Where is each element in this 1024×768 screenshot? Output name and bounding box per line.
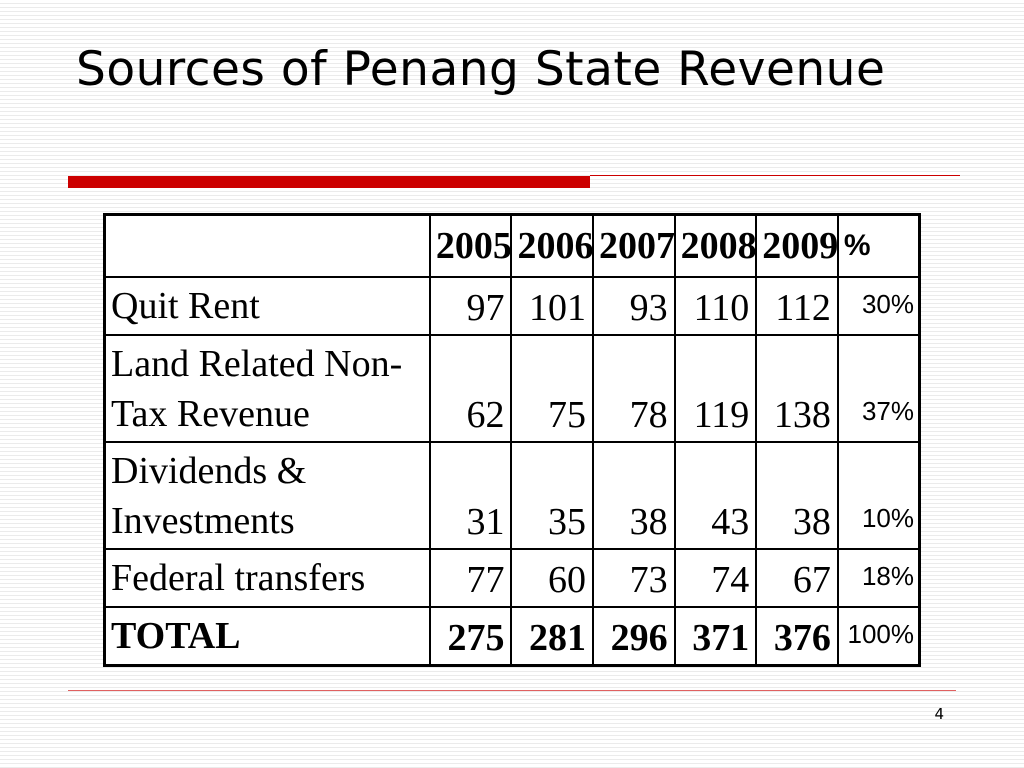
header-year-2008: 2008 — [673, 213, 758, 278]
cell-value: 101 — [510, 276, 595, 336]
row-label: Quit Rent — [103, 276, 431, 336]
row-label: Land Related Non-Tax Revenue — [103, 334, 431, 443]
table-row: Federal transfers 77 60 73 74 67 18% — [103, 548, 921, 608]
cell-percent: 30% — [836, 276, 921, 336]
cell-value: 112 — [755, 276, 839, 336]
cell-total-percent: 100% — [836, 606, 921, 667]
header-year-2005: 2005 — [428, 213, 513, 278]
cell-value: 110 — [673, 276, 758, 336]
cell-value: 97 — [428, 276, 513, 336]
cell-value: 93 — [592, 276, 676, 336]
header-year-2009: 2009 — [755, 213, 839, 278]
cell-value: 119 — [673, 334, 758, 443]
cell-value: 60 — [510, 548, 595, 608]
header-label-cell — [103, 213, 431, 278]
cell-total-value: 376 — [755, 606, 839, 667]
row-label: Federal transfers — [103, 548, 431, 608]
row-label-total: TOTAL — [103, 606, 431, 667]
cell-percent: 10% — [836, 441, 921, 550]
cell-value: 78 — [592, 334, 676, 443]
cell-total-value: 275 — [428, 606, 513, 667]
slide-number: 4 — [934, 705, 944, 723]
table-row: Dividends & Investments 31 35 38 43 38 1… — [103, 441, 921, 550]
header-percent: % — [836, 213, 921, 278]
slide-title: Sources of Penang State Revenue — [76, 42, 886, 97]
cell-value: 35 — [510, 441, 595, 550]
row-label: Dividends & Investments — [103, 441, 431, 550]
cell-value: 138 — [755, 334, 839, 443]
table-row: Quit Rent 97 101 93 110 112 30% — [103, 276, 921, 336]
cell-percent: 37% — [836, 334, 921, 443]
header-year-2007: 2007 — [592, 213, 676, 278]
cell-value: 31 — [428, 441, 513, 550]
cell-value: 77 — [428, 548, 513, 608]
table-header-row: 2005 2006 2007 2008 2009 % — [103, 213, 921, 278]
cell-value: 73 — [592, 548, 676, 608]
table-total-row: TOTAL 275 281 296 371 376 100% — [103, 606, 921, 667]
cell-total-value: 281 — [510, 606, 595, 667]
cell-value: 62 — [428, 334, 513, 443]
title-underline-thin — [590, 175, 960, 176]
cell-value: 74 — [673, 548, 758, 608]
cell-value: 38 — [755, 441, 839, 550]
cell-percent: 18% — [836, 548, 921, 608]
title-underline-thick — [68, 176, 590, 188]
cell-total-value: 371 — [673, 606, 758, 667]
cell-value: 67 — [755, 548, 839, 608]
revenue-table: 2005 2006 2007 2008 2009 % Quit Rent 97 … — [103, 213, 921, 667]
cell-value: 43 — [673, 441, 758, 550]
cell-value: 75 — [510, 334, 595, 443]
footer-divider — [68, 690, 956, 691]
cell-value: 38 — [592, 441, 676, 550]
header-year-2006: 2006 — [510, 213, 595, 278]
cell-total-value: 296 — [592, 606, 676, 667]
table-row: Land Related Non-Tax Revenue 62 75 78 11… — [103, 334, 921, 443]
